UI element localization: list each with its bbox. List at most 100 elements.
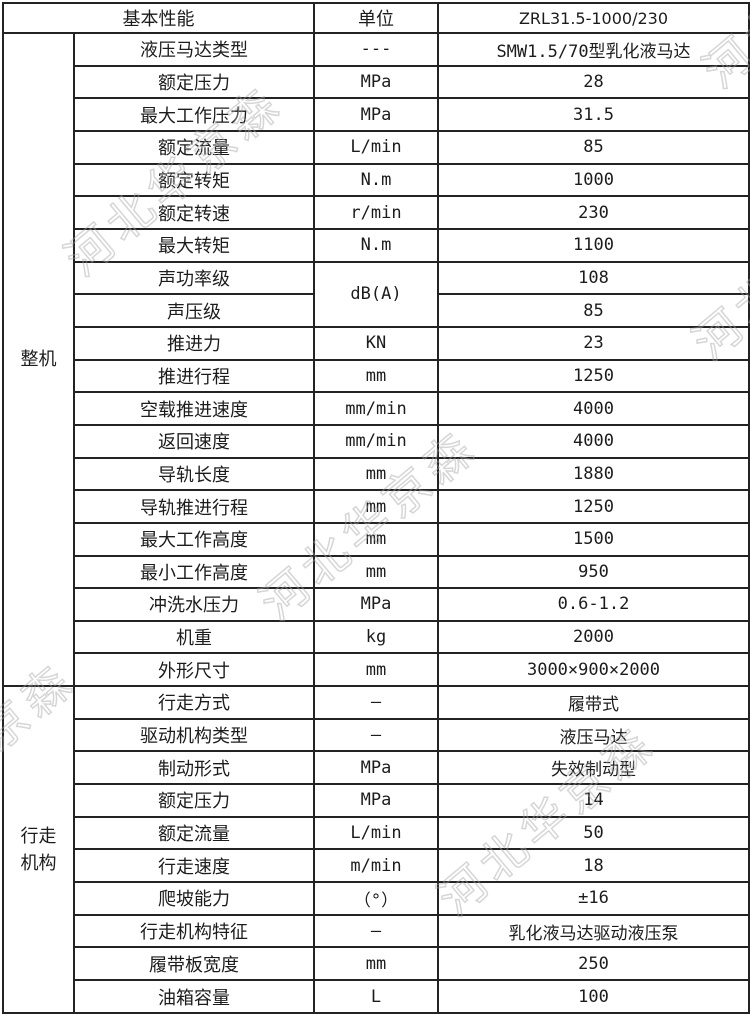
- param-name-cell: 制动形式: [73, 750, 315, 786]
- table-row: 履带板宽度 mm 250: [3, 946, 750, 982]
- param-value-cell: 1880: [437, 456, 750, 492]
- table-row: 最大工作高度 mm 1500: [3, 521, 750, 557]
- param-name-cell: 外形尺寸: [73, 652, 315, 688]
- param-unit-cell: mm: [313, 358, 439, 394]
- param-value-cell: 31.5: [437, 97, 750, 132]
- table-row: 行走机构 行走方式 — 履带式: [2, 685, 750, 1014]
- param-unit-cell: r/min: [313, 195, 439, 230]
- table-row: 声压级 85: [3, 293, 750, 328]
- table-row: 额定压力 MPa 28: [3, 64, 750, 100]
- param-unit-cell: N.m: [313, 227, 439, 263]
- param-name-cell: 最小工作高度: [73, 554, 315, 590]
- table-row: 最大工作压力 MPa 31.5: [3, 97, 750, 132]
- table-row: 声功率级 dB(A) 108: [3, 260, 750, 328]
- param-value-cell: 23: [437, 325, 750, 361]
- param-unit-cell: mm/min: [313, 423, 439, 459]
- param-unit-cell: MPa: [313, 587, 439, 622]
- param-name-cell: 额定压力: [73, 783, 315, 818]
- param-unit-cell: —: [313, 685, 439, 720]
- header-unit: 单位: [313, 2, 439, 34]
- param-name-cell: 声功率级: [73, 260, 315, 296]
- param-name-cell: 行走机构特征: [73, 913, 315, 949]
- param-unit-cell: mm: [313, 554, 439, 590]
- param-value-cell: 1500: [437, 521, 750, 557]
- param-name-cell: 声压级: [73, 293, 315, 328]
- header-basic-performance: 基本性能: [2, 2, 315, 34]
- param-value-cell: 4000: [437, 423, 750, 459]
- param-value-cell: 1100: [437, 227, 750, 263]
- param-name-cell: 最大工作高度: [73, 521, 315, 557]
- param-value-cell: 1250: [437, 358, 750, 394]
- group-label-travel-mechanism: 行走机构: [2, 685, 75, 1014]
- table-row: 推进力 KN 23: [3, 325, 750, 361]
- table-row: 制动形式 MPa 失效制动型: [3, 750, 750, 786]
- table-row: 驱动机构类型 — 液压马达: [3, 717, 750, 753]
- param-name-cell: 驱动机构类型: [73, 717, 315, 753]
- param-value-cell: 108: [437, 260, 750, 296]
- param-name-cell: 最大转矩: [73, 227, 315, 263]
- param-name-cell: 额定流量: [73, 815, 315, 851]
- param-name-cell: 爬坡能力: [73, 881, 315, 916]
- param-name-cell: 导轨长度: [73, 456, 315, 492]
- param-name-cell: 最大工作压力: [73, 97, 315, 132]
- param-name-cell: 推进行程: [73, 358, 315, 394]
- table-row: 导轨推进行程 mm 1250: [3, 489, 750, 524]
- table-row: 爬坡能力 （°） ±16: [3, 881, 750, 916]
- param-value-cell: 50: [437, 815, 750, 851]
- param-unit-cell: MPa: [313, 64, 439, 100]
- param-value-cell: 14: [437, 783, 750, 818]
- param-unit-cell: mm: [313, 521, 439, 557]
- param-unit-cell: N.m: [313, 162, 439, 198]
- param-name-cell: 行走速度: [73, 848, 315, 884]
- param-unit-cell: MPa: [313, 750, 439, 786]
- param-name-cell: 额定流量: [73, 129, 315, 165]
- param-unit-cell: KN: [313, 325, 439, 361]
- table-row: 行走机构特征 — 乳化液马达驱动液压泵: [3, 913, 750, 949]
- param-value-cell: 230: [437, 195, 750, 230]
- param-unit-cell: —: [313, 717, 439, 753]
- param-name-cell: 液压马达类型: [73, 32, 315, 67]
- table-row: 行走速度 m/min 18: [3, 848, 750, 884]
- param-name-cell: 空载推进速度: [73, 391, 315, 426]
- spec-table-body: 整机 液压马达类型 --- SMW1.5/70型乳化液马达 额定压力 MPa 28 最大工作压…: [2, 31, 750, 1014]
- table-row: 整机 液压马达类型 --- SMW1.5/70型乳化液马达: [2, 31, 750, 688]
- param-name-cell: 油箱容量: [73, 979, 315, 1014]
- table-row: 额定压力 MPa 14: [3, 783, 750, 818]
- param-value-cell: 0.6-1.2: [437, 587, 750, 622]
- param-value-cell: 2000: [437, 619, 750, 655]
- param-unit-cell: L/min: [313, 129, 439, 165]
- param-value-cell: 液压马达: [437, 717, 750, 753]
- table-row: 额定流量 L/min 50: [3, 815, 750, 851]
- table-row: 返回速度 mm/min 4000: [3, 423, 750, 459]
- param-unit-cell: mm: [313, 456, 439, 492]
- param-unit-cell: —: [313, 913, 439, 949]
- table-row: 推进行程 mm 1250: [3, 358, 750, 394]
- param-value-cell: 100: [437, 979, 750, 1014]
- table-row: 机重 kg 2000: [3, 619, 750, 655]
- param-unit-cell: MPa: [313, 97, 439, 132]
- param-name-cell: 行走方式: [73, 685, 315, 720]
- param-value-cell: 履带式: [437, 685, 750, 720]
- param-unit-cell: （°）: [313, 881, 439, 916]
- param-unit-cell: L/min: [313, 815, 439, 851]
- table-row: 外形尺寸 mm 3000×900×2000: [3, 652, 750, 688]
- param-name-cell: 额定转矩: [73, 162, 315, 198]
- header-model: ZRL31.5-1000/230: [437, 2, 750, 34]
- param-unit-cell: mm: [313, 489, 439, 524]
- param-value-cell: 4000: [437, 391, 750, 426]
- param-value-cell: SMW1.5/70型乳化液马达: [437, 32, 750, 67]
- param-unit-cell: mm: [313, 652, 439, 688]
- param-name-cell: 机重: [73, 619, 315, 655]
- param-value-cell: 乳化液马达驱动液压泵: [437, 913, 750, 949]
- group-label-complete-machine: 整机: [2, 31, 75, 688]
- table-row: 导轨长度 mm 1880: [3, 456, 750, 492]
- param-value-cell: 85: [437, 293, 750, 328]
- param-value-cell: 1250: [437, 489, 750, 524]
- param-name-cell: 导轨推进行程: [73, 489, 315, 524]
- table-row: 油箱容量 L 100: [3, 979, 750, 1014]
- param-unit-cell: dB(A): [313, 260, 439, 328]
- header-row: 基本性能 单位 ZRL31.5-1000/230: [2, 2, 750, 34]
- param-value-cell: 失效制动型: [437, 750, 750, 786]
- param-unit-cell: L: [313, 979, 439, 1014]
- param-unit-cell: ---: [313, 32, 439, 67]
